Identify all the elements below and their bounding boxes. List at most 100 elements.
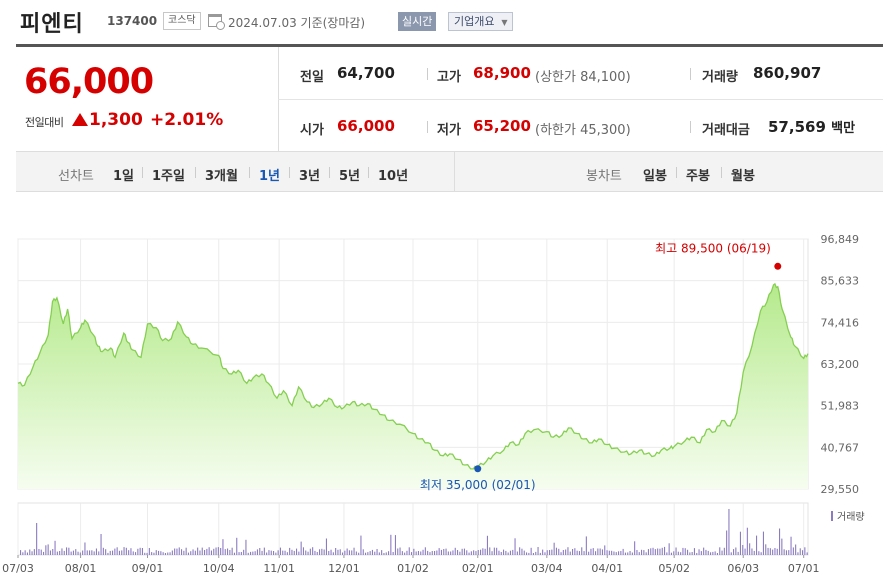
volume-bar [560,552,562,555]
volume-bar [555,547,557,555]
volume-bar [401,551,403,555]
toolbar-separator [329,167,330,178]
change-label: 전일대비 [25,116,64,129]
volume-bar [238,552,240,555]
volume-bar [319,549,321,555]
volume-bar [86,550,88,555]
prev-close-value: 64,700 [337,64,395,82]
volume-bar [583,551,585,555]
volume-bar [484,548,486,555]
volume-bar [687,549,689,555]
company-overview-dropdown[interactable]: 기업개요 ▼ [448,12,514,31]
upper-limit-label: (상한가 [535,70,576,85]
volume-bar [445,548,447,555]
volume-bar [406,550,408,555]
volume-bar [250,551,252,555]
volume-bar [351,550,353,555]
toolbar-separator [249,167,250,178]
extreme-markers: 최고 89,500 (06/19) 최저 35,000 (02/01) [420,241,782,492]
volume-bar [528,552,530,555]
volume-bar [664,546,666,555]
volume-bar [236,537,238,555]
upper-limit-value: 84,100) [580,70,631,85]
candle-daily[interactable]: 일봉 [643,169,667,184]
volume-bar [549,550,551,555]
volume-bar [696,553,698,555]
volume-bar [411,552,413,555]
overview-label: 기업개요 [454,15,495,28]
volume-bar [43,551,45,555]
volume-bar [118,550,120,555]
period-1y[interactable]: 1년 [259,169,281,184]
volume-bar [477,550,479,555]
y-tick-label: 74,416 [821,316,860,329]
volume-bar [744,548,746,555]
candle-monthly[interactable]: 월봉 [731,169,755,184]
realtime-button[interactable]: 실시간 [398,12,437,31]
volume-bar [730,552,732,555]
volume-bar [309,548,311,555]
x-tick-label: 05/02 [658,562,690,575]
volume-bar [137,548,139,555]
period-1w[interactable]: 1주일 [152,169,185,184]
volume-bar [691,552,693,555]
volume-bar [95,548,97,555]
period-3m[interactable]: 3개월 [205,169,238,184]
volume-bar [381,550,383,555]
volume-bar [546,550,548,555]
candle-weekly[interactable]: 주봉 [686,169,710,184]
amount-number: 57,569 [768,118,826,136]
x-tick-label: 04/01 [591,562,623,575]
volume-bar [726,530,728,555]
volume-bar [227,548,229,555]
volume-bar [107,552,109,555]
volume-bar [187,552,189,555]
prev-close-label: 전일 [300,70,324,85]
volume-bar [164,553,166,555]
volume-bar [785,550,787,555]
period-1d[interactable]: 1일 [113,169,135,184]
volume-bar [144,552,146,555]
volume-bar [758,551,760,555]
volume-bar [72,550,74,555]
volume-bar [470,551,472,555]
volume-bar [457,550,459,555]
volume-bar [714,551,716,555]
volume-bar [765,544,767,555]
volume-bar [100,534,102,555]
volume-bar [512,549,514,555]
volume-bar [769,548,771,555]
period-3y[interactable]: 3년 [299,169,321,184]
volume-bar [647,549,649,555]
period-10y[interactable]: 10년 [378,169,409,184]
volume-bar [374,551,376,555]
volume-bar [703,547,705,555]
toolbar-separator [368,167,369,178]
amount-label: 거래대금 [702,123,750,138]
toolbar-separator [289,167,290,178]
volume-bar [650,548,652,555]
amount-value: 57,569 백만 [768,117,855,136]
period-5y[interactable]: 5년 [339,169,361,184]
calendar-icon[interactable] [208,14,225,30]
volume-legend: 거래량 [837,511,865,523]
volume-bar [440,549,442,555]
volume-bar [753,550,755,555]
upper-limit: (상한가 84,100) [535,66,631,85]
volume-bar [77,551,79,555]
volume-bar [468,552,470,555]
change-value: 1,300 [89,110,143,130]
volume-bar [542,549,544,555]
line-chart-label: 선차트 [58,169,94,184]
volume-bar [22,552,24,555]
volume-bar [408,547,410,555]
volume-bar [210,550,212,555]
volume-bar [98,551,100,555]
volume-bar [376,549,378,555]
volume-bar [365,552,367,555]
volume-bar [183,550,185,555]
volume-bar [530,547,532,555]
volume-bar [498,550,500,555]
volume-bar [369,551,371,555]
x-axis: 07/03 08/01 09/01 10/04 11/01 12/01 01/02 02/01… [2,555,820,575]
